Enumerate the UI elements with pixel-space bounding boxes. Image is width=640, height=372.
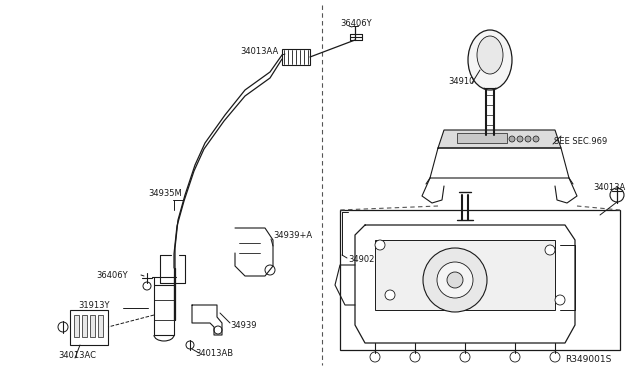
Text: 34013AC: 34013AC [58, 350, 96, 359]
FancyBboxPatch shape [82, 315, 87, 337]
Text: 36406Y: 36406Y [96, 270, 127, 279]
Circle shape [510, 352, 520, 362]
Text: 36406Y: 36406Y [340, 19, 372, 28]
Circle shape [410, 352, 420, 362]
Circle shape [186, 341, 194, 349]
FancyBboxPatch shape [375, 240, 555, 310]
Circle shape [509, 136, 515, 142]
Text: R349001S: R349001S [565, 356, 611, 365]
Text: 34935M: 34935M [148, 189, 182, 198]
Polygon shape [438, 130, 561, 148]
Ellipse shape [468, 30, 512, 90]
FancyBboxPatch shape [74, 315, 79, 337]
Text: SEE SEC.969: SEE SEC.969 [554, 138, 607, 147]
Text: 34013AA: 34013AA [240, 46, 278, 55]
FancyBboxPatch shape [282, 49, 310, 65]
Circle shape [265, 265, 275, 275]
Circle shape [214, 326, 222, 334]
Text: 34902: 34902 [348, 256, 374, 264]
Text: 31913Y: 31913Y [78, 301, 109, 310]
Circle shape [517, 136, 523, 142]
Circle shape [143, 282, 151, 290]
FancyBboxPatch shape [70, 310, 108, 345]
FancyBboxPatch shape [90, 315, 95, 337]
Text: 34013A: 34013A [593, 183, 625, 192]
Circle shape [545, 245, 555, 255]
Circle shape [533, 136, 539, 142]
Circle shape [525, 136, 531, 142]
Ellipse shape [477, 36, 503, 74]
Circle shape [423, 248, 487, 312]
Circle shape [610, 188, 624, 202]
Circle shape [550, 352, 560, 362]
Circle shape [555, 295, 565, 305]
Text: 34013AB: 34013AB [195, 349, 233, 357]
Text: 34910: 34910 [448, 77, 474, 87]
FancyBboxPatch shape [340, 210, 620, 350]
Circle shape [370, 352, 380, 362]
Circle shape [58, 322, 68, 332]
Text: 34939: 34939 [230, 321, 257, 330]
Text: 34939+A: 34939+A [273, 231, 312, 241]
FancyBboxPatch shape [457, 133, 507, 143]
FancyBboxPatch shape [154, 285, 174, 335]
Circle shape [385, 290, 395, 300]
Circle shape [375, 240, 385, 250]
FancyBboxPatch shape [98, 315, 103, 337]
Circle shape [460, 352, 470, 362]
Circle shape [447, 272, 463, 288]
Circle shape [437, 262, 473, 298]
